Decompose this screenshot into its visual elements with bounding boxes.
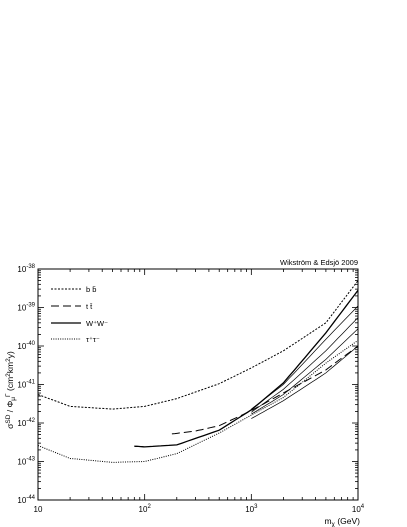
- tick-labels: 10 102 103 104 10-44 10-43 10-42 10-41 10-40 10-3…: [17, 264, 364, 514]
- series-line-2: [134, 289, 359, 448]
- axis-ticks: [37, 269, 358, 501]
- y-tick-label: 10-42: [17, 418, 35, 428]
- series-lines: [37, 280, 359, 463]
- extra-curve-line: [251, 317, 359, 413]
- legend-label-2: W⁺W⁻: [86, 319, 108, 328]
- extra-curve-line: [251, 328, 359, 415]
- extra-curves: [251, 305, 359, 419]
- extra-curve-line: [251, 345, 359, 419]
- y-tick-label: 10-40: [17, 341, 35, 351]
- y-tick-label: 10-38: [17, 264, 35, 274]
- y-tick-label: 10-41: [17, 380, 35, 390]
- x-tick-label: 10: [34, 505, 43, 514]
- x-axis-label: mχ (GeV): [324, 516, 360, 527]
- y-tick-label: 10-39: [17, 303, 35, 313]
- legend-label-3: τ⁺τ⁻: [86, 335, 100, 344]
- x-tick-label: 102: [139, 504, 152, 514]
- y-axis-label: σSD / ΦμΓ (cm2km2y): [5, 351, 17, 429]
- x-tick-label: 104: [352, 504, 365, 514]
- y-tick-label: 10-44: [17, 495, 35, 505]
- series-line-0: [37, 280, 359, 410]
- credit-annotation: Wikström & Edsjö 2009: [280, 258, 358, 267]
- series-line-1: [171, 345, 359, 435]
- y-tick-label: 10-43: [17, 457, 35, 467]
- series-line-3: [37, 339, 359, 463]
- legend-label-0: b b̄: [86, 285, 96, 294]
- legend: b b̄ t t̄ W⁺W⁻ τ⁺τ⁻: [51, 285, 108, 344]
- x-tick-label: 103: [245, 504, 258, 514]
- legend-label-1: t t̄: [86, 302, 93, 311]
